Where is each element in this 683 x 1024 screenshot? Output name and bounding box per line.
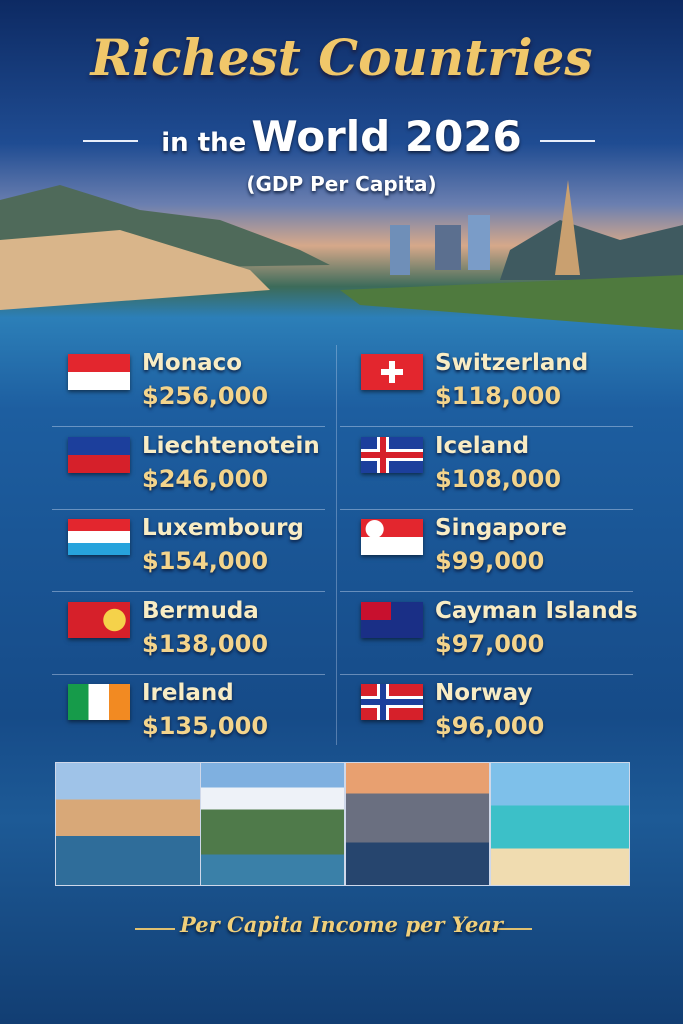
country-name: Monaco xyxy=(142,350,243,376)
flag xyxy=(68,519,130,555)
country-entry: Singapore $99,000 xyxy=(361,511,631,581)
row-divider xyxy=(340,591,633,592)
country-name: Ireland xyxy=(142,680,234,706)
flag xyxy=(68,354,130,390)
footer-text: Per Capita Income per Year xyxy=(180,912,503,937)
country-value: $154,000 xyxy=(142,547,269,575)
row-divider xyxy=(340,673,633,675)
flag xyxy=(361,436,423,473)
country-name: Switzerland xyxy=(435,350,589,376)
row-divider xyxy=(52,426,325,427)
photo-singapore xyxy=(345,762,490,886)
country-entry: Liechtenotein $246,000 xyxy=(68,429,338,499)
column-divider xyxy=(336,345,337,745)
country-entry: Ireland $135,000 xyxy=(68,676,338,746)
flag xyxy=(361,601,423,638)
country-value: $256,000 xyxy=(142,382,269,410)
subtitle-main: World 2026 xyxy=(251,112,522,161)
country-value: $138,000 xyxy=(142,629,269,658)
country-entry: Norway $96,000 xyxy=(361,676,631,746)
photo-alps xyxy=(200,762,345,886)
row-divider xyxy=(52,673,325,675)
rule xyxy=(492,928,532,930)
country-name: Luxembourg xyxy=(142,515,304,541)
country-entry: Monaco $256,000 xyxy=(68,346,338,416)
country-name: Norway xyxy=(435,680,533,706)
row-divider xyxy=(52,591,325,592)
country-entry: Luxembourg $154,000 xyxy=(68,511,338,581)
country-name: Singapore xyxy=(435,515,568,541)
row-divider xyxy=(340,508,633,510)
flag xyxy=(68,684,130,720)
rule xyxy=(83,140,138,142)
rule xyxy=(135,928,175,930)
rule xyxy=(540,140,595,142)
photo-monaco xyxy=(55,762,201,886)
country-value: $108,000 xyxy=(435,464,562,493)
country-entry: Bermuda $138,000 xyxy=(68,594,338,664)
country-value: $135,000 xyxy=(142,712,269,740)
flag xyxy=(361,354,423,390)
photo-beach xyxy=(490,762,630,886)
flag xyxy=(361,684,423,720)
country-value: $96,000 xyxy=(435,712,545,740)
country-name: Bermuda xyxy=(142,597,259,624)
country-value: $97,000 xyxy=(435,629,545,658)
row-divider xyxy=(52,508,325,510)
subtitle-prefix: in the xyxy=(161,128,247,158)
country-value: $246,000 xyxy=(142,464,269,493)
landscape xyxy=(0,180,683,330)
country-name: Liechtenotein xyxy=(142,432,320,459)
title: Richest Countries xyxy=(90,28,593,87)
country-value: $99,000 xyxy=(435,547,545,575)
row-divider xyxy=(340,426,633,427)
country-entry: Cayman Islands $97,000 xyxy=(361,594,638,664)
flag xyxy=(68,601,130,638)
flag xyxy=(361,519,423,555)
country-name: Iceland xyxy=(435,432,530,459)
country-entry: Switzerland $118,000 xyxy=(361,346,631,416)
flag xyxy=(68,436,130,473)
country-name: Cayman Islands xyxy=(435,597,638,624)
country-value: $118,000 xyxy=(435,382,562,410)
caption: (GDP Per Capita) xyxy=(246,172,437,196)
subtitle: in the World 2026 xyxy=(0,112,683,161)
country-entry: Iceland $108,000 xyxy=(361,429,631,499)
